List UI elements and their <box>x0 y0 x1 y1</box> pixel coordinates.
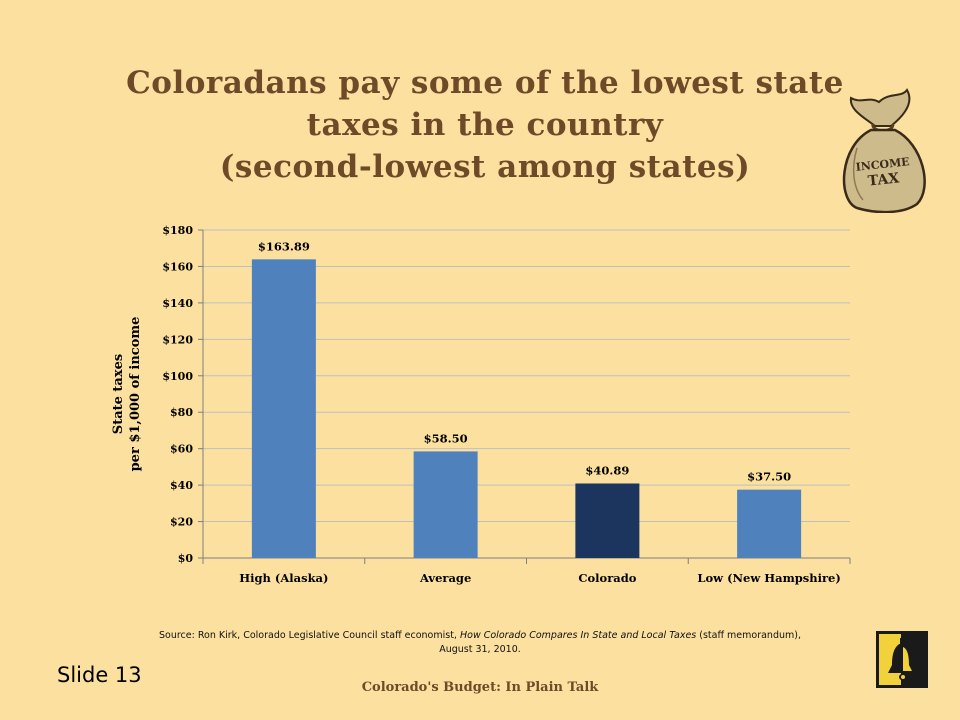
slide-number: Slide 13 <box>57 663 142 687</box>
source-title: How Colorado Compares In State and Local… <box>459 630 697 641</box>
bar-1 <box>413 451 478 558</box>
y-tick-label: $40 <box>170 479 193 492</box>
y-tick-label: $180 <box>162 224 193 237</box>
y-tick-label: $140 <box>162 297 193 310</box>
y-tick-label: $100 <box>162 370 193 383</box>
data-label: $40.89 <box>585 463 629 477</box>
bag-label-line-1: INCOME <box>855 155 910 174</box>
y-tick-label: $160 <box>162 260 193 273</box>
title-line-1: Coloradans pay some of the lowest state <box>126 65 844 101</box>
y-tick-label: $0 <box>178 552 194 565</box>
y-tick-label: $60 <box>170 443 193 456</box>
bell-logo-icon <box>876 631 928 688</box>
category-label: Low (New Hampshire) <box>697 571 840 585</box>
source-note: Source: Ron Kirk, Colorado Legislative C… <box>150 629 810 657</box>
income-tax-bag-icon: INCOME TAX <box>842 88 926 213</box>
bar-chart: $0 $20 $40 $60 $80 $100 $120 $140 $160 $180 $163.8… <box>111 224 851 585</box>
category-label: Average <box>419 571 471 585</box>
bar-0 <box>251 259 316 558</box>
y-tick-label: $20 <box>170 516 193 529</box>
title-line-3: (second-lowest among states) <box>219 149 751 185</box>
category-label: Colorado <box>578 571 636 585</box>
title-line-2: taxes in the country <box>306 107 664 143</box>
category-label: High (Alaska) <box>239 571 328 585</box>
y-tick-label: $80 <box>170 406 193 419</box>
bar-3 <box>737 489 802 558</box>
y-axis-label: State taxes <box>111 354 126 434</box>
source-suffix: (staff memorandum), August 31, 2010. <box>439 630 801 655</box>
data-label: $163.89 <box>258 239 310 253</box>
source-prefix: Source: Ron Kirk, Colorado Legislative C… <box>159 630 460 641</box>
bag-label-line-2: TAX <box>867 170 900 189</box>
slide-title: Coloradans pay some of the lowest state … <box>60 62 910 188</box>
data-label: $37.50 <box>747 470 791 484</box>
y-tick-label: $120 <box>162 333 193 346</box>
footer-text: Colorado's Budget: In Plain Talk <box>361 680 599 695</box>
y-axis-label: per $1,000 of income <box>128 317 143 472</box>
bar-2 <box>575 483 640 558</box>
data-label: $58.50 <box>424 431 468 445</box>
